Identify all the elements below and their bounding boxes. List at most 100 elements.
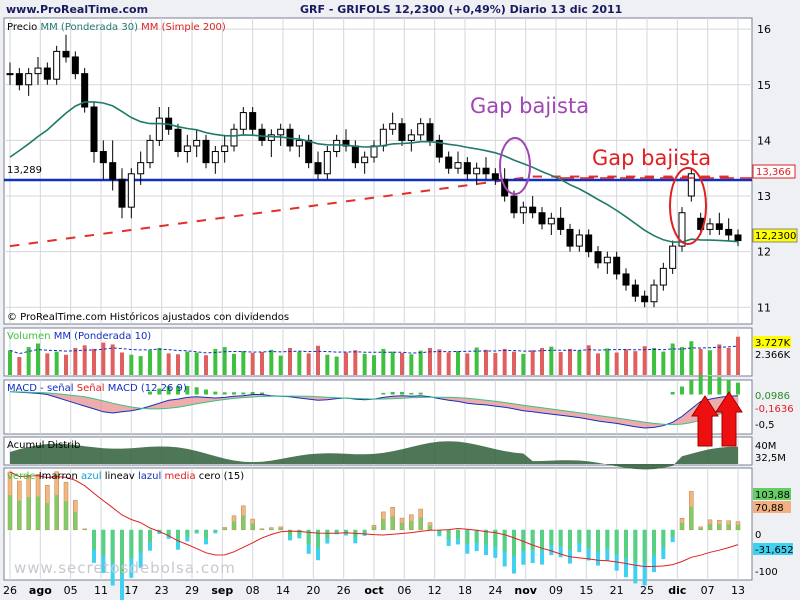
candle-body xyxy=(398,123,406,141)
volume-bar xyxy=(558,352,563,375)
ma200-segment xyxy=(159,224,169,228)
volume-bar xyxy=(577,350,582,375)
volume-bar xyxy=(64,354,68,375)
macd-hist-bar xyxy=(260,392,264,395)
imarron-label-2: 70,88 xyxy=(755,503,784,514)
imarron-green-bar xyxy=(316,529,320,549)
volume-bar xyxy=(474,347,479,375)
volume-bar xyxy=(82,345,87,375)
candle-body xyxy=(249,112,257,130)
macd-hist-bar xyxy=(708,375,712,395)
volume-bar xyxy=(157,348,162,375)
imarron-green-bar xyxy=(605,529,610,549)
imarron-green-bar xyxy=(204,529,208,539)
imarron-green-bar xyxy=(110,529,115,564)
ma200-segment xyxy=(140,226,151,230)
imarron-media-line xyxy=(9,471,739,568)
imarron-green-bar xyxy=(176,529,180,542)
x-tick-label: 06 xyxy=(397,584,411,597)
imarron-green-bar xyxy=(680,522,684,530)
imarron-green-bar xyxy=(493,529,498,547)
imarron-green-bar xyxy=(26,497,31,530)
candle-body xyxy=(603,256,611,264)
macd-hist-bar xyxy=(148,391,152,395)
candle-body xyxy=(566,228,574,247)
volume-bar xyxy=(390,351,395,375)
imarron-green-bar xyxy=(558,529,563,547)
imarron-green-bar xyxy=(642,529,647,564)
volume-bar xyxy=(605,348,610,375)
candle-body xyxy=(557,217,565,230)
imarron-green-bar xyxy=(502,529,507,552)
volume-bar xyxy=(409,354,414,375)
volume-bar xyxy=(166,353,171,375)
x-tick-label: 05 xyxy=(64,584,78,597)
imarron-green-bar xyxy=(465,529,470,545)
candle-body xyxy=(389,123,397,130)
ma200-segment xyxy=(233,214,244,218)
candle-body xyxy=(351,145,359,164)
imarron-green-bar xyxy=(418,517,423,530)
volume-bar xyxy=(176,354,180,375)
volume-bar xyxy=(110,344,115,375)
candle-body xyxy=(641,295,649,303)
candle-body xyxy=(25,73,33,86)
imarron-green-bar xyxy=(82,529,87,530)
volume-bar xyxy=(633,351,638,375)
candle-body xyxy=(417,123,425,136)
macd-legend: MACD - señal Señal MACD (12 26 9) xyxy=(7,383,187,394)
volume-bar xyxy=(614,352,619,375)
volume-bar xyxy=(306,353,311,375)
price-y-tick: 12 xyxy=(757,246,771,259)
macd-hist-bar xyxy=(381,392,386,395)
copyright-note: © ProRealTime.com Históricos ajustados c… xyxy=(7,311,289,323)
candle-body xyxy=(519,206,527,214)
imarron-green-bar xyxy=(624,529,628,559)
ma200-segment xyxy=(65,236,76,240)
macd-hist-bar xyxy=(213,391,218,395)
volume-bar xyxy=(400,352,404,375)
macd-hist-bar xyxy=(390,391,395,395)
volume-bar xyxy=(736,336,740,375)
volume-bar xyxy=(418,350,423,375)
imarron-green-bar xyxy=(689,506,694,530)
price-y-tick: 16 xyxy=(757,23,771,36)
candle-body xyxy=(6,73,14,76)
x-axis: 26 ago 05 11 17 23 29 sep 08 14 20 26 oct 06 12 18 24 nov… xyxy=(3,584,745,597)
imarron-green-bar xyxy=(409,520,414,530)
ma200-segment xyxy=(47,238,57,243)
x-tick-label: 26 xyxy=(337,584,351,597)
volume-bar xyxy=(493,352,498,375)
x-tick-label: nov xyxy=(514,584,537,597)
volume-bar xyxy=(278,355,283,375)
imarron-green-bar xyxy=(736,524,740,530)
price-legend: Precio MM (Ponderada 30) MM (Simple 200) xyxy=(7,22,226,33)
candle-body xyxy=(585,234,593,253)
volume-bar xyxy=(73,348,78,375)
imarron-green-bar xyxy=(652,529,656,556)
candle-body xyxy=(407,134,415,141)
volume-bar xyxy=(45,353,50,375)
level-right-label: 13,366 xyxy=(756,167,791,178)
x-tick-label: sep xyxy=(211,584,233,597)
x-tick-label: 08 xyxy=(246,584,260,597)
volume-bar xyxy=(530,350,535,375)
level-left-label: 13,289 xyxy=(7,165,42,176)
imarron-green-bar xyxy=(213,529,218,532)
imarron-green-bar xyxy=(568,529,572,551)
candle-body xyxy=(538,212,546,225)
imarron-label-1: 103,88 xyxy=(755,490,790,501)
candle-body xyxy=(613,256,621,275)
imarron-green-bar xyxy=(708,523,712,530)
volume-bar xyxy=(250,352,255,375)
imarron-green-bar xyxy=(614,529,619,555)
imarron-green-bar xyxy=(64,501,68,530)
imarron-green-bar xyxy=(288,529,292,537)
candle-body xyxy=(529,206,537,214)
ma200-segment xyxy=(103,231,113,235)
macd-hist-bar xyxy=(166,386,171,395)
imarron-green-bar xyxy=(362,529,367,534)
x-tick-label: 21 xyxy=(610,584,624,597)
volume-bar xyxy=(689,341,694,375)
site-name[interactable]: www.ProRealTime.com xyxy=(6,3,148,16)
